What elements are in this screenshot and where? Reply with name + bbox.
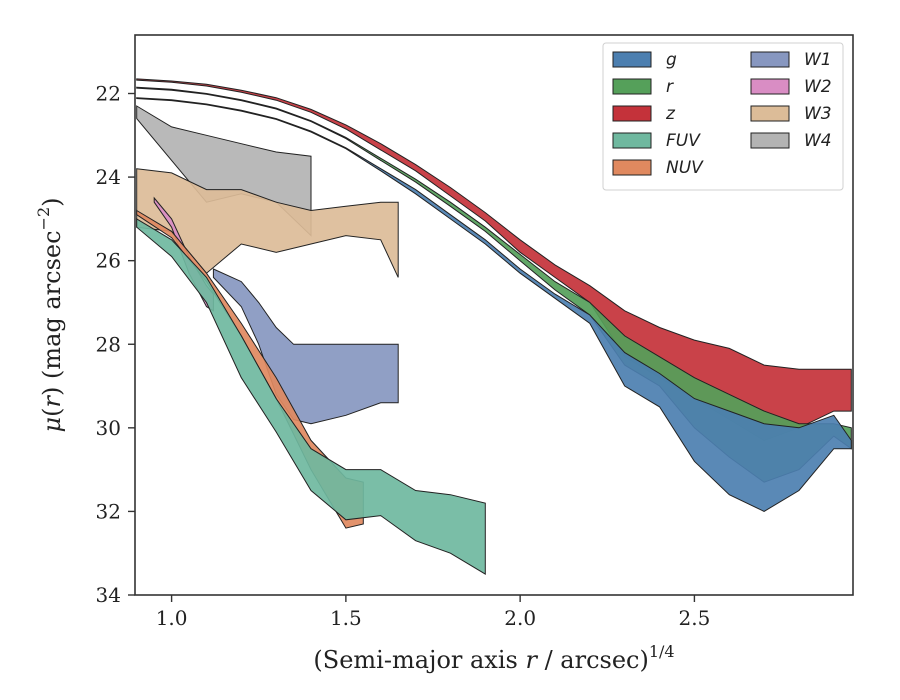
x-tick-label: 1.5 xyxy=(330,606,362,630)
band-w1 xyxy=(212,268,399,425)
y-tick-label: 22 xyxy=(96,82,121,106)
legend-label-w2: W2 xyxy=(804,77,832,97)
legend-swatch-w4 xyxy=(750,132,790,149)
legend-swatch-g xyxy=(612,51,652,68)
legend-label-fuv: FUV xyxy=(666,131,701,151)
legend-label-r: r xyxy=(666,77,674,97)
legend-swatch-w1 xyxy=(750,51,790,68)
y-tick-label: 28 xyxy=(96,332,121,356)
legend-label-w1: W1 xyxy=(804,50,832,70)
legend: grz FUV NUV W1 W2 W3 W4 xyxy=(602,42,844,191)
x-axis-ticks: 1.0 1.5 2.0 2.5 xyxy=(156,595,711,630)
legend-swatch-r xyxy=(612,78,652,95)
y-axis-label: μ(r) (mag arcsec−2) xyxy=(34,197,66,432)
y-tick-label: 32 xyxy=(96,499,121,523)
legend-label-g: g xyxy=(666,50,677,70)
y-tick-label: 24 xyxy=(96,165,121,189)
x-tick-label: 2.5 xyxy=(679,606,711,630)
legend-label-w3: W3 xyxy=(804,104,832,124)
y-tick-label: 30 xyxy=(96,416,121,440)
legend-label-nuv: NUV xyxy=(666,158,704,178)
profile-bands xyxy=(136,78,852,575)
x-tick-label: 2.0 xyxy=(504,606,536,630)
band-fuv xyxy=(136,218,486,575)
legend-label-w4: W4 xyxy=(804,131,832,151)
legend-swatch-nuv xyxy=(612,159,652,176)
x-axis-label: (Semi-major axis r / arcsec)1/4 xyxy=(313,642,674,674)
legend-swatch-w3 xyxy=(750,105,790,122)
legend-swatch-z xyxy=(612,105,652,122)
band-g xyxy=(136,97,852,512)
plot-frame xyxy=(134,34,854,596)
legend-swatch-fuv xyxy=(612,132,652,149)
legend-swatch-w2 xyxy=(750,78,790,95)
x-tick-label: 1.0 xyxy=(156,606,188,630)
y-axis-ticks: 22 24 26 28 30 32 34 xyxy=(96,82,135,607)
band-z xyxy=(136,78,852,441)
y-tick-label: 26 xyxy=(96,249,121,273)
legend-label-z: z xyxy=(665,104,676,124)
y-tick-label: 34 xyxy=(96,583,121,607)
